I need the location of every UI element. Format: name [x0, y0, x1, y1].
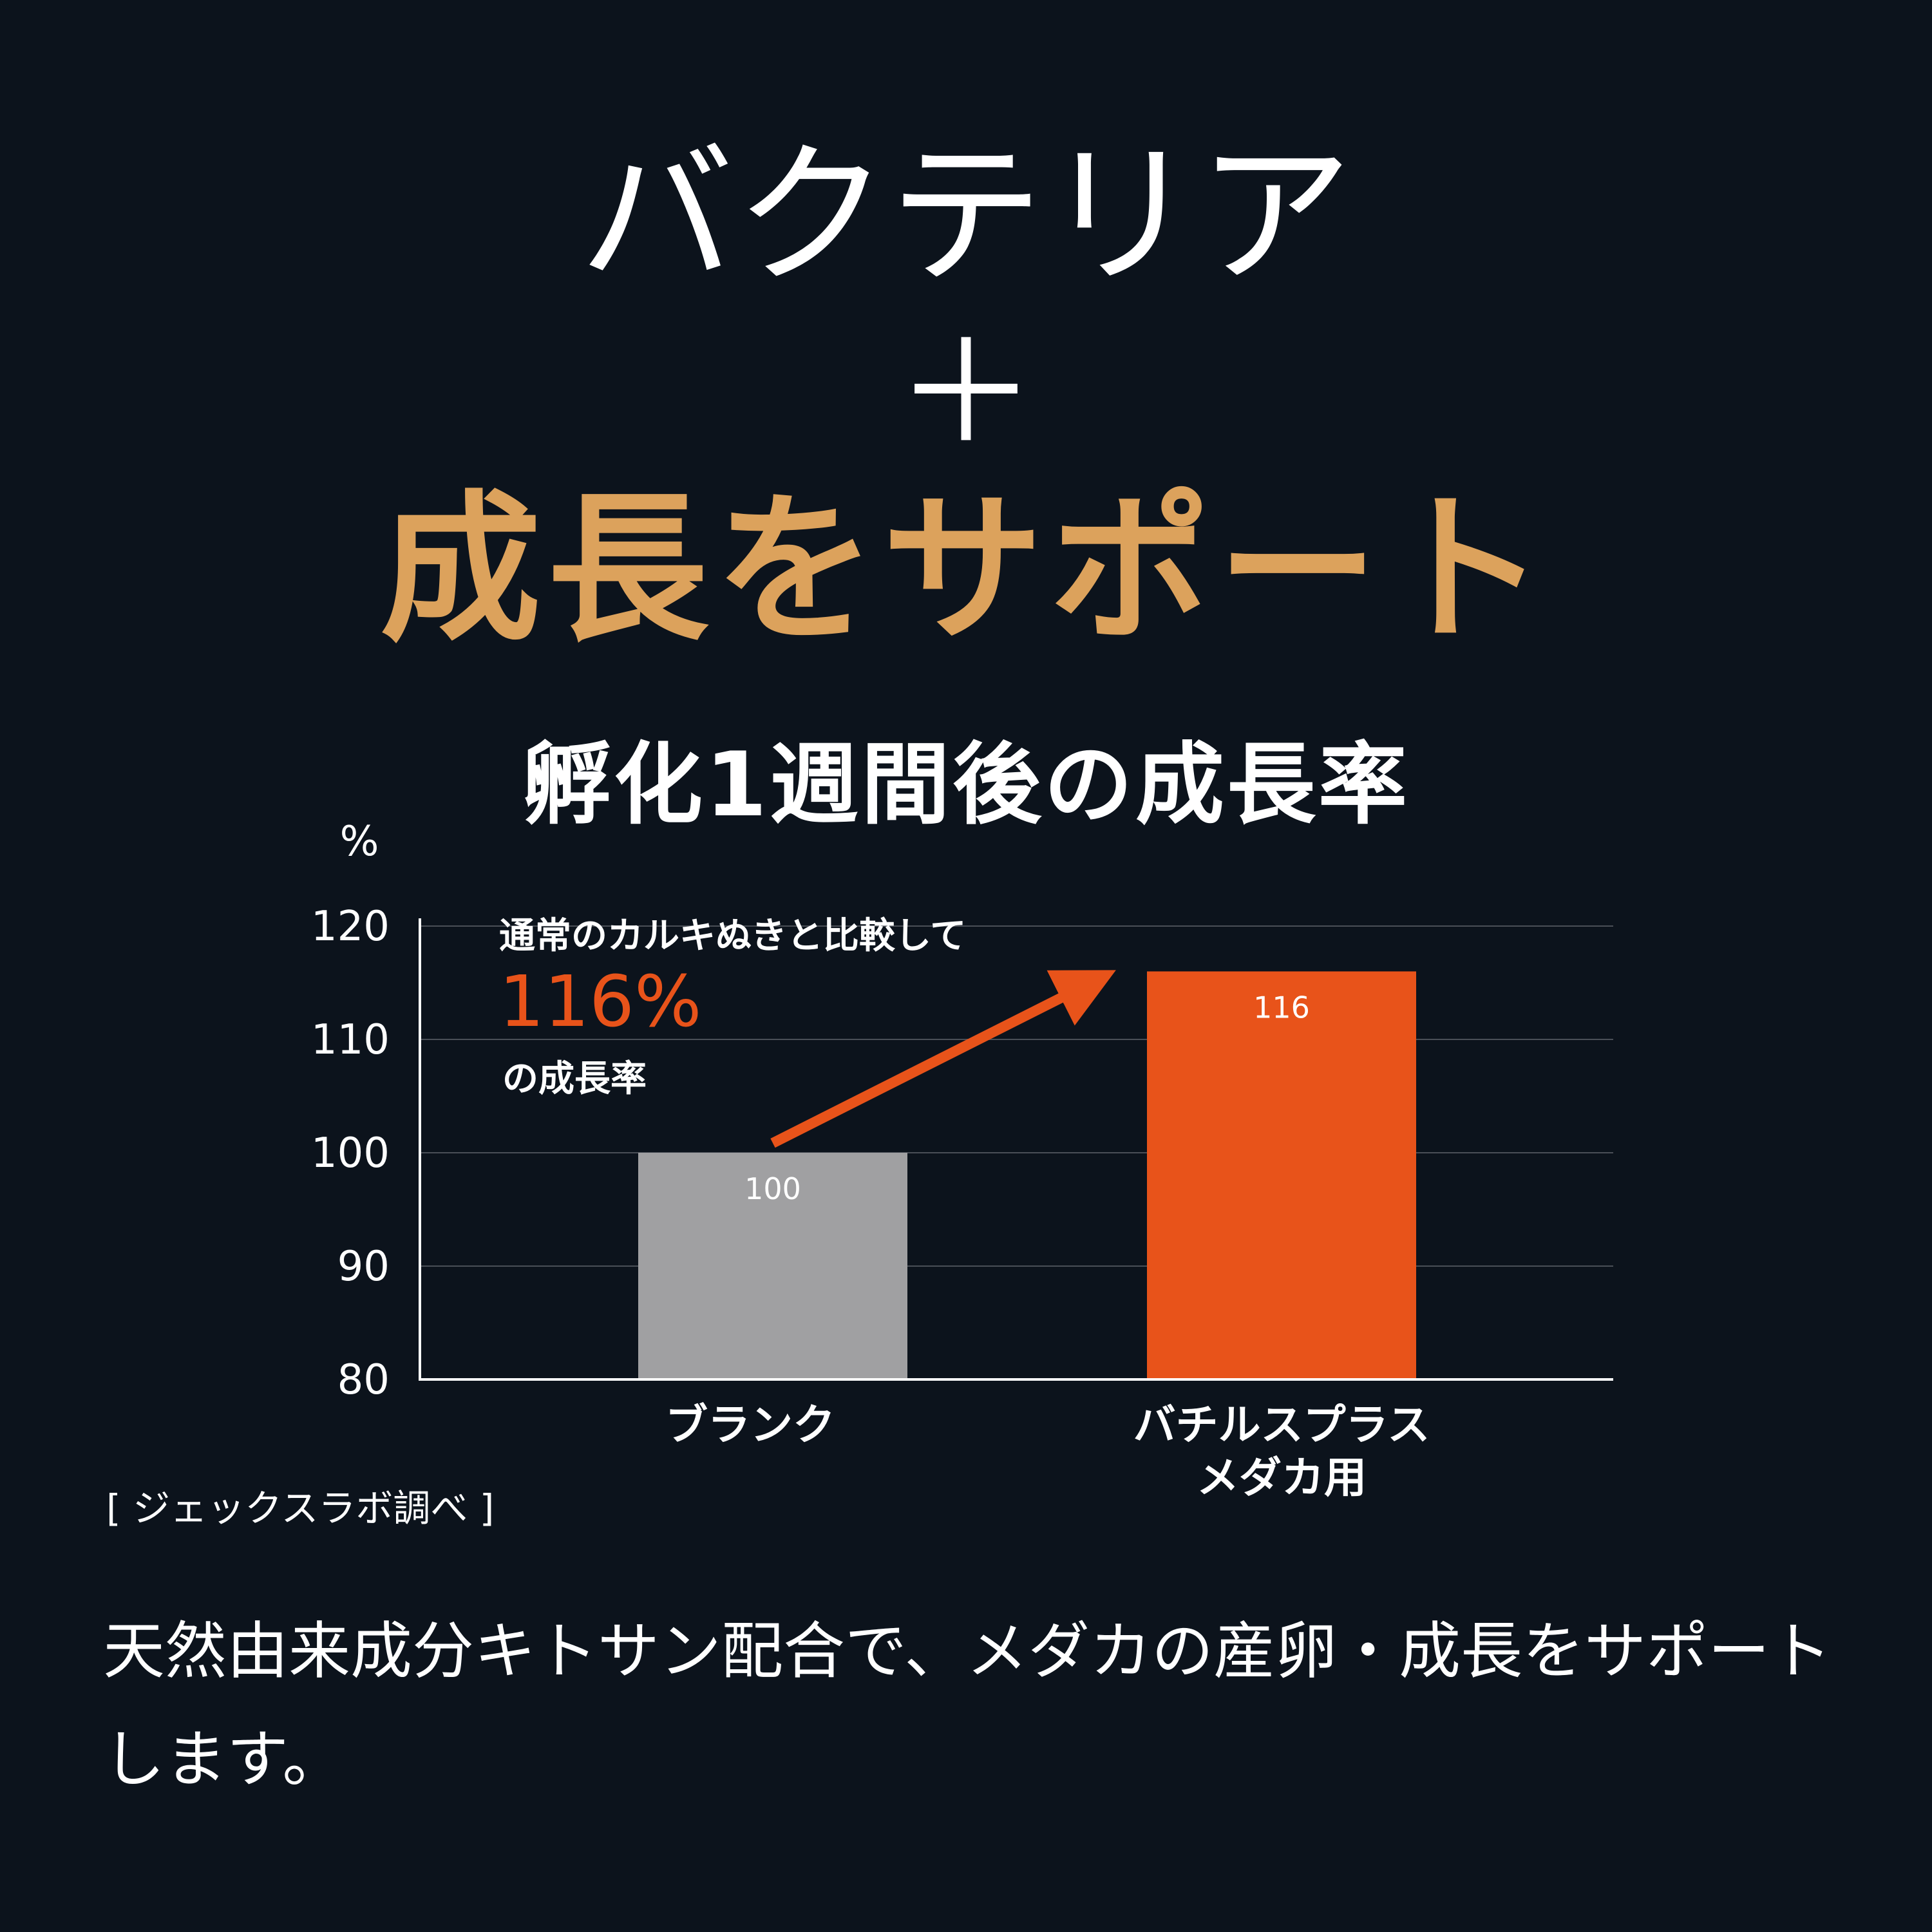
- category-label: バチルスプラスメダカ用: [1133, 1400, 1430, 1502]
- footer-text: 天然由来成分キトサン配合で、メダカの産卵・成長をサポートします。: [103, 1615, 1832, 1795]
- bar-1: [638, 1153, 907, 1379]
- plus-sign: ＋: [895, 310, 1037, 475]
- y-axis-unit: %: [340, 818, 379, 866]
- y-tick-label: 100: [311, 1130, 390, 1177]
- annotation-value: 116%: [499, 960, 702, 1043]
- y-tick-label: 110: [311, 1016, 390, 1064]
- category-label: ブランク: [665, 1400, 835, 1450]
- headline-line2: 成長をサポート: [380, 476, 1552, 663]
- chart-title: 孵化1週間後の成長率: [522, 733, 1410, 837]
- y-tick-label: 120: [311, 903, 390, 951]
- headline-line1: バクテリア: [579, 126, 1352, 306]
- source-note: [ ジェックスラボ調べ ]: [106, 1486, 495, 1530]
- annotation-arrow: [770, 970, 1116, 1148]
- y-tick-label: 80: [337, 1356, 390, 1404]
- bar-value-label: 116: [1253, 990, 1310, 1025]
- annotation-caption: の成長率: [502, 1058, 647, 1100]
- bar-value-label: 100: [744, 1171, 801, 1206]
- annotation-text: 通常のカルキぬきと比較して: [499, 915, 967, 957]
- bar-2: [1147, 971, 1416, 1379]
- y-tick-label: 90: [337, 1243, 390, 1291]
